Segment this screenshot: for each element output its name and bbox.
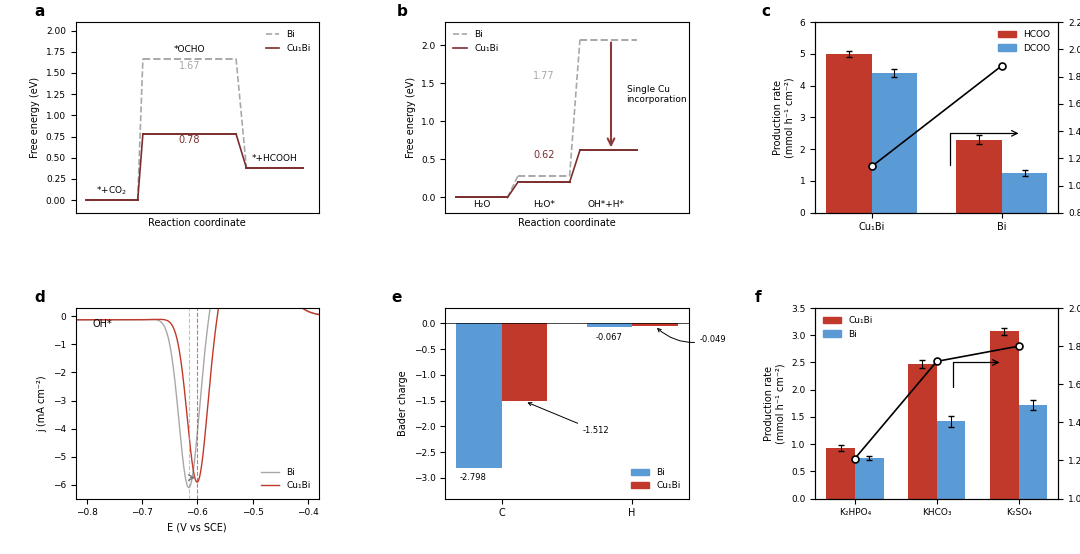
- Bar: [502, 324, 548, 401]
- Text: -1.512: -1.512: [528, 403, 609, 435]
- Legend: Bi, Cu₁Bi: Bi, Cu₁Bi: [450, 27, 502, 57]
- Bar: [855, 458, 883, 499]
- X-axis label: Reaction coordinate: Reaction coordinate: [148, 218, 246, 228]
- Y-axis label: Free energy (eV): Free energy (eV): [406, 77, 416, 158]
- Bar: [872, 73, 917, 213]
- Y-axis label: Bader charge: Bader charge: [399, 371, 408, 436]
- Legend: Bi, Cu₁Bi: Bi, Cu₁Bi: [627, 464, 684, 494]
- Text: 0.62: 0.62: [532, 150, 554, 160]
- Legend: Bi, Cu₁Bi: Bi, Cu₁Bi: [257, 464, 314, 494]
- Text: *+HCOOH: *+HCOOH: [252, 154, 298, 163]
- Text: 1.67: 1.67: [178, 61, 200, 71]
- Text: *+CO$_2$: *+CO$_2$: [96, 184, 127, 197]
- Bar: [936, 421, 966, 499]
- Bar: [956, 140, 1002, 213]
- Text: -0.067: -0.067: [596, 333, 623, 342]
- Y-axis label: j (mA cm⁻²): j (mA cm⁻²): [37, 375, 48, 432]
- Bar: [457, 324, 502, 468]
- Text: *OCHO: *OCHO: [174, 45, 205, 54]
- Y-axis label: Production rate
(mmol h⁻¹ cm⁻²): Production rate (mmol h⁻¹ cm⁻²): [764, 363, 785, 444]
- Legend: Cu₁Bi, Bi: Cu₁Bi, Bi: [820, 312, 877, 342]
- Bar: [1018, 405, 1048, 499]
- Text: a: a: [35, 4, 44, 19]
- Bar: [586, 324, 632, 327]
- Bar: [1002, 173, 1048, 213]
- Text: Single Cu
incorporation: Single Cu incorporation: [626, 85, 687, 104]
- Text: f: f: [754, 290, 761, 305]
- Text: -2.798: -2.798: [459, 473, 486, 482]
- Bar: [990, 331, 1018, 499]
- Text: 0.78: 0.78: [178, 135, 200, 145]
- X-axis label: E (V vs SCE): E (V vs SCE): [167, 523, 227, 533]
- Text: d: d: [35, 290, 45, 305]
- X-axis label: Reaction coordinate: Reaction coordinate: [518, 218, 616, 228]
- Legend: Bi, Cu₁Bi: Bi, Cu₁Bi: [262, 27, 314, 57]
- Text: OH*: OH*: [93, 319, 112, 329]
- Text: OH*+H*: OH*+H*: [588, 201, 624, 209]
- Legend: HCOO, DCOO: HCOO, DCOO: [995, 27, 1054, 57]
- Text: b: b: [396, 4, 407, 19]
- Bar: [826, 54, 872, 213]
- Text: H₂O*: H₂O*: [532, 201, 555, 209]
- Text: e: e: [392, 290, 402, 305]
- Bar: [632, 324, 677, 326]
- Y-axis label: Production rate
(mmol h⁻¹ cm⁻²): Production rate (mmol h⁻¹ cm⁻²): [772, 77, 794, 158]
- Y-axis label: Free energy (eV): Free energy (eV): [30, 77, 40, 158]
- Text: -0.049: -0.049: [658, 329, 727, 343]
- Text: 1.77: 1.77: [532, 71, 554, 81]
- Text: H₂O: H₂O: [473, 201, 490, 209]
- Bar: [826, 448, 855, 499]
- Text: c: c: [761, 4, 771, 19]
- Bar: [908, 364, 936, 499]
